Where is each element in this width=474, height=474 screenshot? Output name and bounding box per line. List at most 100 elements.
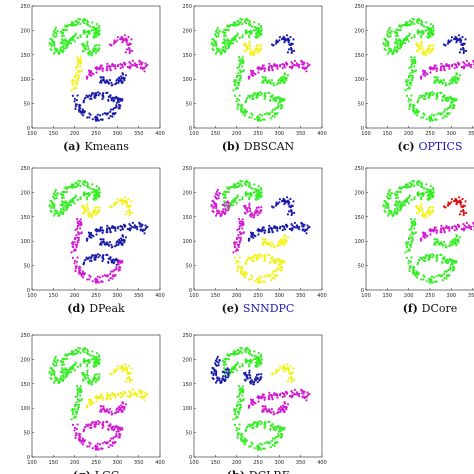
data-point xyxy=(237,99,240,102)
y-tick-label: 150 xyxy=(20,382,30,388)
data-point xyxy=(238,74,241,77)
data-point xyxy=(54,355,57,358)
data-point xyxy=(94,48,97,51)
data-point xyxy=(96,447,99,450)
data-point xyxy=(441,243,444,246)
data-point xyxy=(430,192,433,195)
data-point xyxy=(64,43,68,46)
data-point xyxy=(79,109,82,113)
data-point xyxy=(86,445,89,448)
x-tick-label: 400 xyxy=(317,131,327,137)
data-point xyxy=(89,275,92,278)
data-point xyxy=(60,375,63,378)
data-point xyxy=(213,372,216,375)
data-point xyxy=(98,206,101,209)
data-point xyxy=(271,230,274,233)
data-point xyxy=(252,97,255,100)
data-point xyxy=(396,211,399,214)
data-point xyxy=(242,112,245,115)
data-point xyxy=(97,47,100,50)
data-point xyxy=(56,377,59,380)
data-point xyxy=(127,197,130,201)
data-point xyxy=(235,262,238,265)
data-point xyxy=(91,254,94,257)
data-point xyxy=(96,359,99,362)
data-point xyxy=(99,393,102,396)
data-point xyxy=(119,99,122,102)
data-point xyxy=(255,33,258,36)
data-point xyxy=(422,73,425,76)
data-point xyxy=(410,56,413,59)
data-point xyxy=(106,253,109,256)
data-point xyxy=(422,50,425,53)
data-point xyxy=(268,62,271,65)
x-tick-label: 250 xyxy=(91,131,101,137)
data-point xyxy=(443,110,446,113)
data-point xyxy=(439,241,443,244)
data-point xyxy=(269,243,272,246)
data-point xyxy=(413,104,416,107)
data-point xyxy=(240,61,243,64)
data-point xyxy=(81,378,84,381)
data-point xyxy=(409,99,412,102)
data-point xyxy=(256,116,259,119)
data-point xyxy=(451,100,454,103)
data-point xyxy=(430,30,433,33)
data-point xyxy=(93,27,96,30)
data-point xyxy=(388,212,391,215)
data-point xyxy=(260,373,263,376)
data-point xyxy=(465,211,468,214)
data-point xyxy=(293,49,296,53)
data-point xyxy=(447,201,450,204)
data-point xyxy=(241,433,244,436)
y-tick-label: 250 xyxy=(20,333,30,339)
data-point xyxy=(239,236,242,239)
data-point xyxy=(76,36,79,40)
data-point xyxy=(86,204,89,207)
data-point xyxy=(74,416,77,419)
data-point xyxy=(395,28,399,31)
data-point xyxy=(88,50,91,53)
data-point xyxy=(128,50,132,53)
data-point xyxy=(245,272,248,275)
data-point xyxy=(286,403,290,406)
data-point xyxy=(95,71,98,74)
data-point xyxy=(413,218,416,221)
data-point xyxy=(125,377,129,380)
data-point xyxy=(213,43,216,46)
data-point xyxy=(257,400,260,403)
data-point xyxy=(267,396,270,399)
data-point xyxy=(80,274,83,277)
data-point xyxy=(406,246,409,249)
data-point xyxy=(444,243,447,246)
data-point xyxy=(95,364,98,367)
data-point xyxy=(435,280,438,283)
data-point xyxy=(114,426,118,429)
data-point xyxy=(290,227,293,230)
data-point xyxy=(405,256,408,259)
data-point xyxy=(121,226,124,229)
data-point xyxy=(97,91,100,94)
data-point xyxy=(48,203,51,207)
data-point xyxy=(91,118,94,121)
data-point xyxy=(276,396,279,399)
data-point xyxy=(428,254,431,257)
data-point xyxy=(442,257,445,260)
data-point xyxy=(110,393,113,396)
data-point xyxy=(270,257,273,260)
data-point xyxy=(128,43,131,46)
data-point xyxy=(106,69,109,72)
data-point xyxy=(99,76,102,79)
data-point xyxy=(433,280,437,283)
data-point xyxy=(423,113,426,116)
data-point xyxy=(278,198,281,201)
data-point xyxy=(119,37,122,41)
data-point xyxy=(118,432,121,435)
data-point xyxy=(240,390,243,393)
data-point xyxy=(123,34,127,37)
panel-caption: (c) OPTICS xyxy=(398,140,463,153)
data-point xyxy=(216,31,219,34)
data-point xyxy=(88,73,91,76)
data-point xyxy=(431,256,434,259)
data-point xyxy=(245,184,248,187)
